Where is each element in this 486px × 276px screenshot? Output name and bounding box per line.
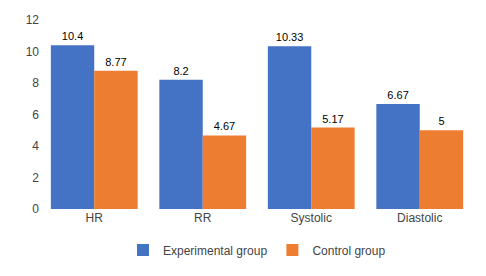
svg-text:5: 5 — [438, 115, 444, 127]
svg-text:Diastolic: Diastolic — [397, 211, 442, 225]
svg-text:5.17: 5.17 — [322, 113, 343, 125]
svg-text:10.33: 10.33 — [276, 31, 304, 43]
svg-text:10.4: 10.4 — [62, 30, 83, 42]
svg-text:6: 6 — [32, 108, 39, 122]
svg-text:8.2: 8.2 — [173, 65, 188, 77]
svg-text:4: 4 — [32, 139, 39, 153]
svg-text:8.77: 8.77 — [105, 56, 126, 68]
svg-text:Experimental group: Experimental group — [163, 244, 267, 258]
svg-text:12: 12 — [26, 13, 40, 27]
svg-text:6.67: 6.67 — [387, 89, 408, 101]
svg-text:HR: HR — [86, 211, 104, 225]
svg-text:2: 2 — [32, 171, 39, 185]
svg-text:0: 0 — [32, 202, 39, 216]
svg-text:RR: RR — [194, 211, 212, 225]
svg-text:Control group: Control group — [312, 244, 385, 258]
svg-text:4.67: 4.67 — [214, 120, 235, 132]
svg-text:10: 10 — [26, 45, 40, 59]
svg-text:8: 8 — [32, 76, 39, 90]
svg-text:Systolic: Systolic — [291, 211, 332, 225]
